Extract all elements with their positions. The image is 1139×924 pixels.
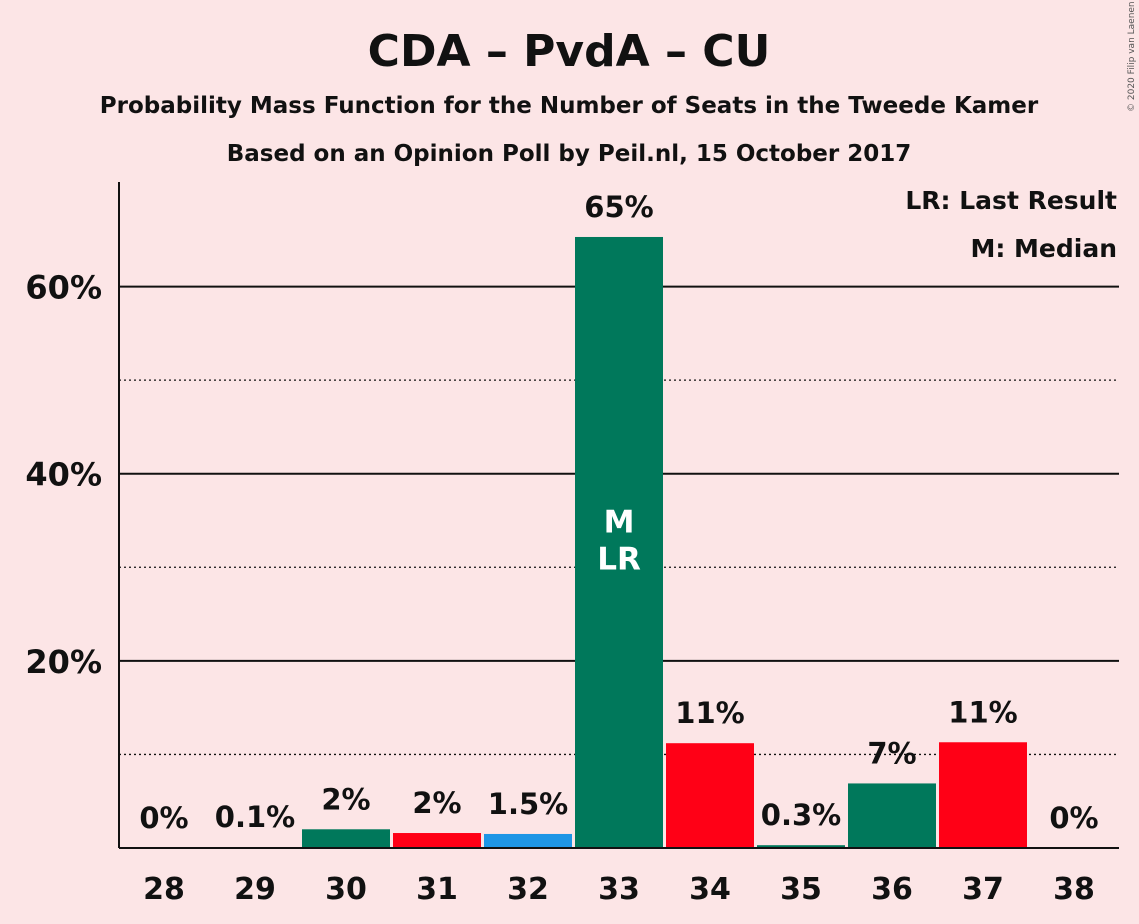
x-tick-label: 31 <box>416 872 458 907</box>
data-label: 7% <box>867 736 916 770</box>
data-label: 0.1% <box>215 800 295 834</box>
median-marker: M <box>604 504 635 540</box>
data-label: 0.3% <box>761 798 841 832</box>
last-result-marker: LR <box>597 541 641 577</box>
bars <box>211 236 1027 848</box>
x-tick-labels: 28 29 30 31 32 33 34 35 36 37 38 <box>143 872 1095 907</box>
bar-seat-32 <box>484 833 572 848</box>
bar-seat-30 <box>302 829 390 848</box>
x-tick-label: 35 <box>780 872 822 907</box>
x-tick-label: 37 <box>962 872 1004 907</box>
y-tick-label: 60% <box>25 269 102 307</box>
x-tick-label: 34 <box>689 872 731 907</box>
x-tick-label: 36 <box>871 872 913 907</box>
y-tick-labels: 20% 40% 60% <box>25 269 102 681</box>
x-tick-label: 38 <box>1053 872 1095 907</box>
data-label: 11% <box>948 695 1017 729</box>
chart-source: Based on an Opinion Poll by Peil.nl, 15 … <box>227 141 912 167</box>
bar-seat-31 <box>393 833 481 848</box>
bar-seat-37 <box>939 742 1027 848</box>
bar-seat-34 <box>666 743 754 848</box>
bar-markers: MLR <box>597 504 641 577</box>
chart-title: CDA – PvdA – CU <box>368 26 771 77</box>
data-label: 2% <box>412 786 461 820</box>
x-tick-label: 30 <box>325 872 367 907</box>
copyright-notice: © 2020 Filip van Laenen <box>1127 1 1137 112</box>
bar-seat-35 <box>757 845 845 848</box>
y-tick-label: 40% <box>25 456 102 494</box>
bar-seat-33 <box>575 236 663 848</box>
x-tick-label: 33 <box>598 872 640 907</box>
chart-subtitle: Probability Mass Function for the Number… <box>100 93 1039 119</box>
x-tick-label: 32 <box>507 872 549 907</box>
data-label: 65% <box>584 190 653 224</box>
x-tick-label: 29 <box>234 872 276 907</box>
data-label: 0% <box>139 801 188 835</box>
data-label: 0% <box>1049 801 1098 835</box>
x-tick-label: 28 <box>143 872 185 907</box>
data-label: 1.5% <box>488 787 568 821</box>
bar-seat-36 <box>848 783 936 848</box>
data-label: 2% <box>321 782 370 816</box>
legend-median: M: Median <box>970 234 1117 263</box>
data-label: 11% <box>675 696 744 730</box>
legend-last-result: LR: Last Result <box>905 186 1117 215</box>
data-labels: 0% 0.1% 2% 2% 1.5% 65% 11% 0.3% 7% 11% 0% <box>139 186 1098 835</box>
y-tick-label: 20% <box>25 643 102 681</box>
